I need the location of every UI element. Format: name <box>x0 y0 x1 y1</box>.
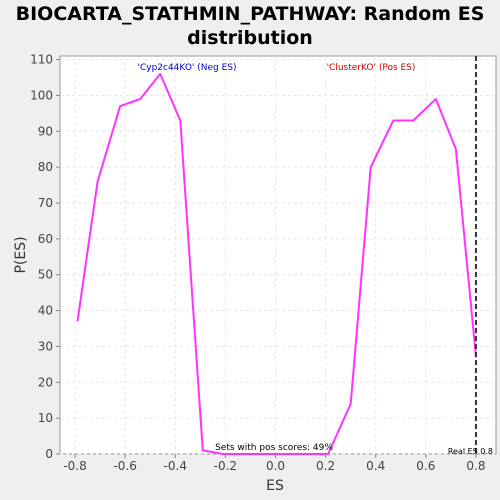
y-tick-label: 10 <box>38 411 53 425</box>
real-es-text: Real ES 0.8 <box>448 447 493 456</box>
x-tick-label: -0.4 <box>164 459 187 473</box>
x-tick-label: -0.2 <box>214 459 237 473</box>
pos-scores-text: Sets with pos scores: 49% <box>215 443 333 453</box>
y-tick-label: 110 <box>30 53 53 67</box>
es-distribution-line <box>76 72 477 455</box>
y-tick-label: 100 <box>30 88 53 102</box>
grid-lines <box>60 56 496 455</box>
y-axis-ticks: 0 10 20 30 40 50 60 70 80 90 100 110 <box>30 53 60 461</box>
y-tick-label: 0 <box>45 447 53 461</box>
x-axis-ticks: -0.8 -0.6 -0.4 -0.2 0.0 0.2 0.4 0.6 0.8 <box>63 454 486 473</box>
x-tick-label: 0.8 <box>466 459 485 473</box>
x-axis-label: ES <box>266 478 284 494</box>
x-tick-label: -0.6 <box>113 459 136 473</box>
y-tick-label: 60 <box>38 232 53 246</box>
pos-es-label: 'ClusterKO' (Pos ES) <box>327 63 416 73</box>
x-tick-label: 0.2 <box>316 459 335 473</box>
y-tick-label: 30 <box>38 339 53 353</box>
x-tick-label: -0.8 <box>63 459 86 473</box>
y-tick-label: 80 <box>38 160 53 174</box>
y-tick-label: 40 <box>38 304 53 318</box>
chart-title-line-1: BIOCARTA_STATHMIN_PATHWAY: Random ES <box>15 3 485 25</box>
y-axis-label: P(ES) <box>13 236 29 273</box>
x-tick-label: 0.6 <box>416 459 435 473</box>
y-tick-label: 20 <box>38 375 53 389</box>
x-tick-label: 0.4 <box>366 459 385 473</box>
y-tick-label: 70 <box>38 196 53 210</box>
chart-title: BIOCARTA_STATHMIN_PATHWAY: Random ES dis… <box>0 2 500 50</box>
y-tick-label: 90 <box>38 124 53 138</box>
x-tick-label: 0.0 <box>266 459 285 473</box>
y-tick-label: 50 <box>38 268 53 282</box>
neg-es-label: 'Cyp2c44KO' (Neg ES) <box>137 63 236 73</box>
chart-title-line-2: distribution <box>187 27 313 49</box>
plot-area <box>59 55 497 455</box>
